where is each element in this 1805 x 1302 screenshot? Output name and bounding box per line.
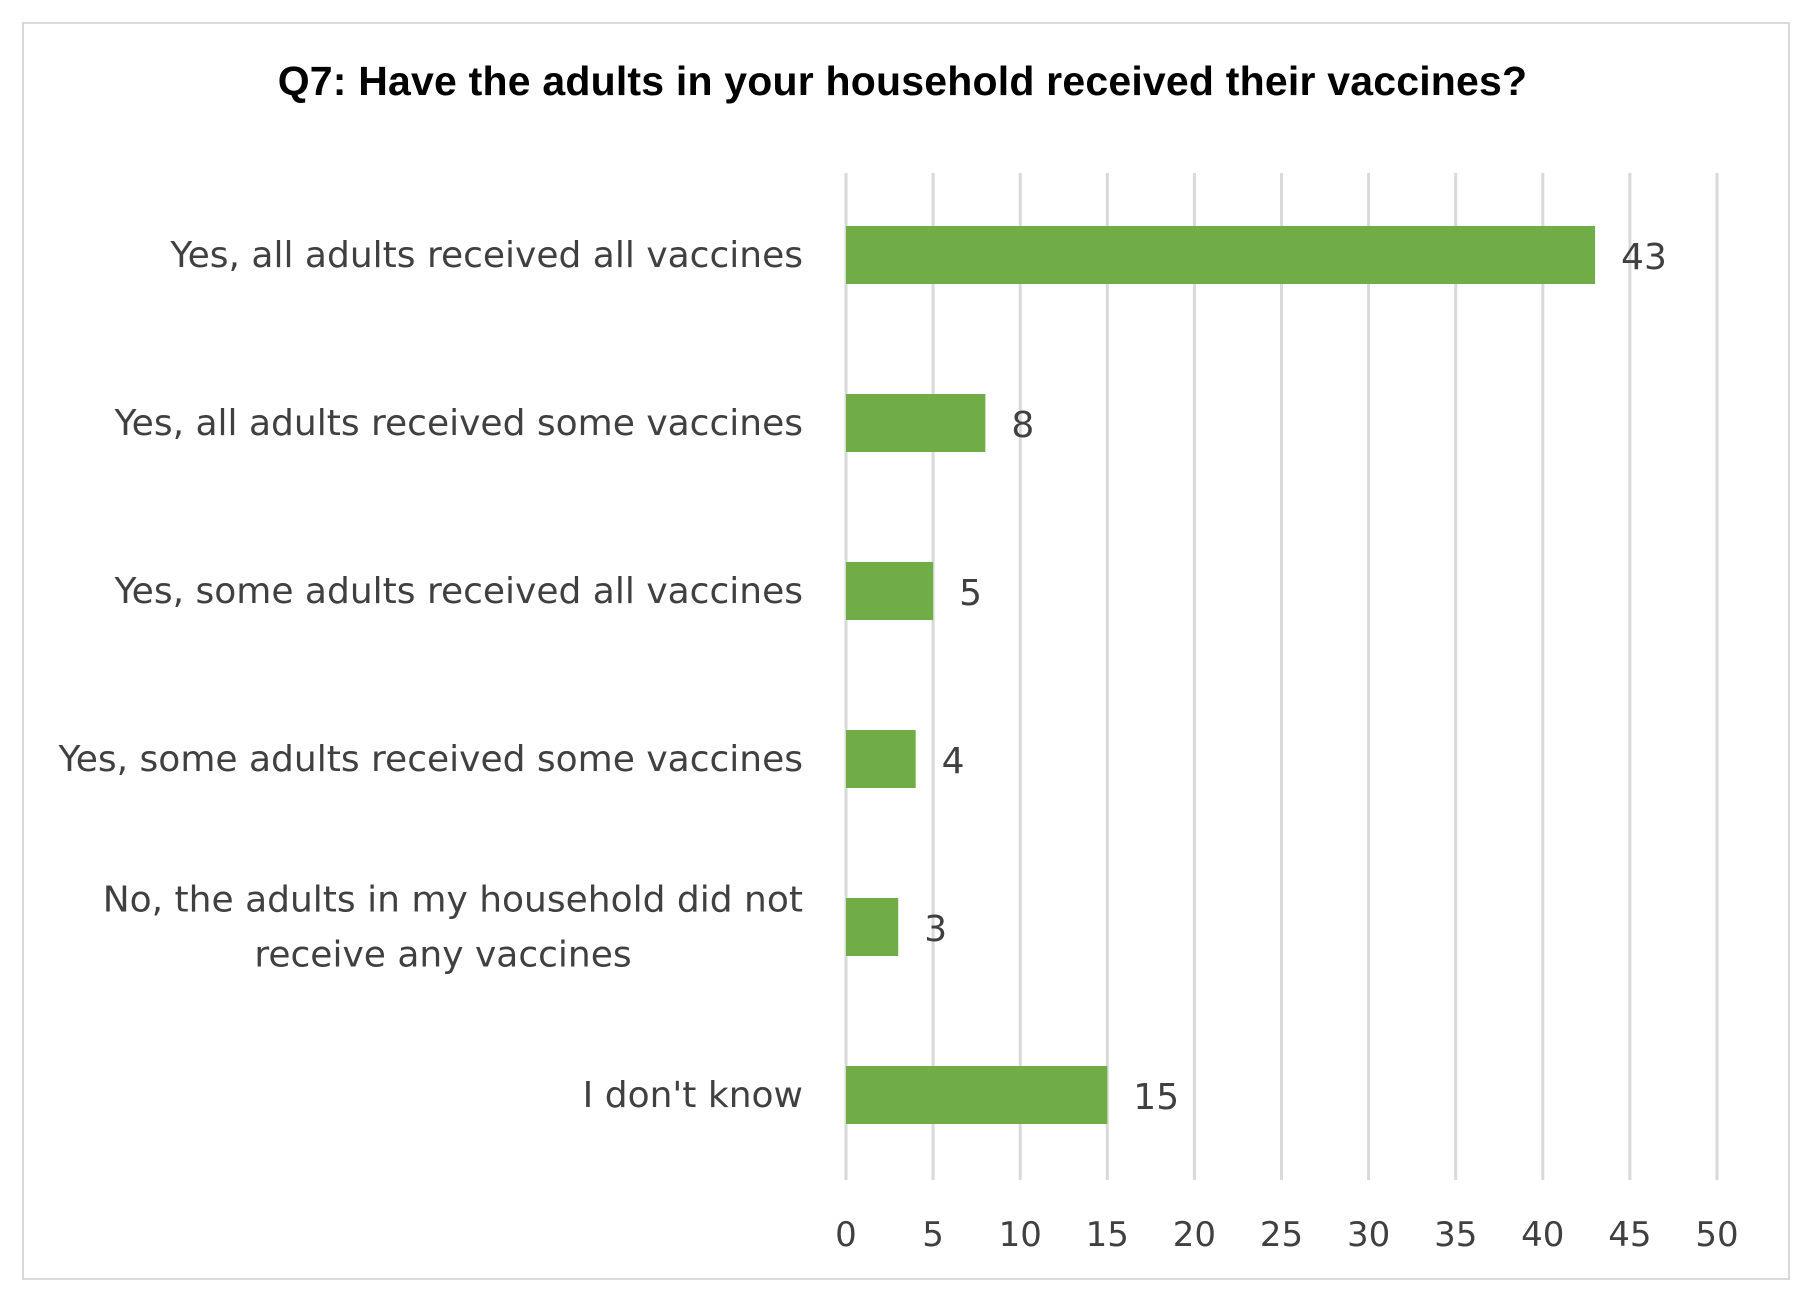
data-label: 8 bbox=[1011, 405, 1034, 446]
data-label: 3 bbox=[924, 909, 947, 950]
bar bbox=[846, 394, 986, 452]
bar bbox=[846, 1066, 1108, 1124]
category-label: No, the adults in my household did not bbox=[103, 880, 803, 921]
x-tick-label: 45 bbox=[1608, 1215, 1651, 1255]
x-tick-label: 20 bbox=[1173, 1215, 1216, 1255]
category-label: I don't know bbox=[583, 1075, 803, 1116]
category-labels: Yes, all adults received all vaccines Yes… bbox=[58, 235, 803, 1116]
bar bbox=[846, 898, 899, 956]
chart-title: Q7: Have the adults in your household re… bbox=[277, 58, 1528, 104]
category-label: receive any vaccines bbox=[254, 935, 631, 976]
gridlines bbox=[844, 173, 1719, 1180]
data-label: 43 bbox=[1621, 237, 1667, 278]
x-tick-label: 15 bbox=[1086, 1215, 1129, 1255]
x-tick-label: 50 bbox=[1695, 1215, 1738, 1255]
category-label: Yes, some adults received all vaccines bbox=[113, 571, 803, 612]
x-tick-label: 30 bbox=[1347, 1215, 1390, 1255]
data-label: 5 bbox=[959, 573, 982, 614]
data-label: 4 bbox=[942, 741, 965, 782]
x-tick-label: 35 bbox=[1434, 1215, 1477, 1255]
bar bbox=[846, 730, 916, 788]
bar bbox=[846, 226, 1596, 284]
category-label: Yes, all adults received all vaccines bbox=[169, 235, 803, 276]
category-label: Yes, all adults received some vaccines bbox=[113, 403, 803, 444]
bar bbox=[846, 562, 934, 620]
x-tick-label: 0 bbox=[835, 1215, 857, 1255]
x-axis-tick-labels: 0 5 10 15 20 25 30 35 40 45 50 bbox=[835, 1215, 1738, 1255]
x-tick-label: 5 bbox=[922, 1215, 944, 1255]
x-tick-label: 25 bbox=[1260, 1215, 1303, 1255]
category-label: Yes, some adults received some vaccines bbox=[58, 739, 803, 780]
data-label: 15 bbox=[1133, 1077, 1179, 1118]
bars bbox=[846, 226, 1596, 1124]
x-tick-label: 10 bbox=[999, 1215, 1042, 1255]
x-tick-label: 40 bbox=[1521, 1215, 1564, 1255]
